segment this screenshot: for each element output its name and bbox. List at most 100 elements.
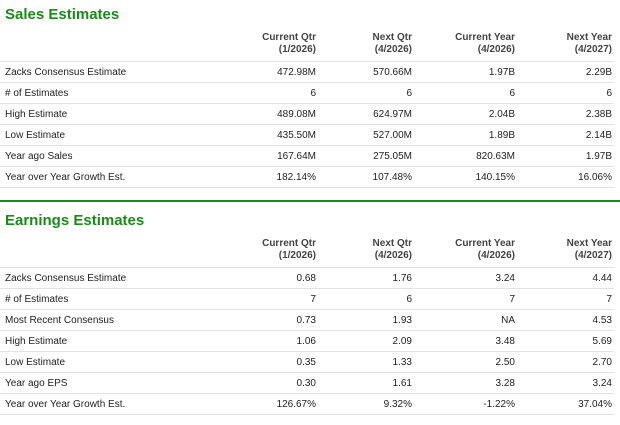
row-label: Year ago EPS — [0, 372, 230, 394]
table-row: Zacks Consensus Estimate 472.98M 570.66M 1.… — [0, 61, 614, 83]
row-label: Low Estimate — [0, 124, 230, 146]
table-row: # of Estimates 6 6 6 6 — [0, 82, 614, 104]
cell-value: 489.08M — [230, 103, 318, 125]
table-row: Year over Year Growth Est. 182.14% 107.48%… — [0, 166, 614, 188]
row-label: Year over Year Growth Est. — [0, 166, 230, 188]
section-divider — [0, 200, 620, 202]
column-header-label: Next Qtr — [372, 238, 412, 249]
column-header: Current Qtr (1/2026) — [230, 32, 318, 62]
cell-value: 275.05M — [318, 145, 414, 167]
column-header-label: Current Qtr — [262, 32, 316, 43]
earnings-estimates-table: Current Qtr (1/2026) Next Qtr (4/2026) Curre… — [0, 238, 614, 415]
cell-value: 435.50M — [230, 124, 318, 146]
cell-value: 1.93 — [318, 309, 414, 331]
header-row: Current Qtr (1/2026) Next Qtr (4/2026) Curre… — [0, 238, 614, 268]
cell-value: 4.44 — [517, 267, 614, 289]
cell-value: 1.89B — [414, 124, 517, 146]
cell-value: 7 — [414, 288, 517, 310]
cell-value: 2.09 — [318, 330, 414, 352]
cell-value: 472.98M — [230, 61, 318, 83]
cell-value: 4.53 — [517, 309, 614, 331]
header-blank — [0, 32, 230, 62]
table-row: Most Recent Consensus 0.73 1.93 NA 4.53 — [0, 309, 614, 331]
cell-value: 1.97B — [517, 145, 614, 167]
cell-value: 37.04% — [517, 393, 614, 415]
cell-value: 3.24 — [517, 372, 614, 394]
column-header: Next Qtr (4/2026) — [318, 238, 414, 268]
cell-value: 820.63M — [414, 145, 517, 167]
cell-value: 107.48% — [318, 166, 414, 188]
cell-value: 0.73 — [230, 309, 318, 331]
column-header: Next Year (4/2027) — [517, 238, 614, 268]
column-header: Current Qtr (1/2026) — [230, 238, 318, 268]
cell-value: 126.67% — [230, 393, 318, 415]
cell-value: 9.32% — [318, 393, 414, 415]
cell-value: 7 — [230, 288, 318, 310]
column-header-period: (4/2027) — [574, 44, 612, 55]
column-header-period: (1/2026) — [278, 250, 316, 261]
cell-value: NA — [414, 309, 517, 331]
cell-value: 3.28 — [414, 372, 517, 394]
column-header-label: Next Year — [566, 238, 612, 249]
column-header-label: Current Year — [455, 32, 515, 43]
column-header-label: Next Year — [566, 32, 612, 43]
cell-value: 1.33 — [318, 351, 414, 373]
cell-value: 1.61 — [318, 372, 414, 394]
table-row: High Estimate 1.06 2.09 3.48 5.69 — [0, 330, 614, 352]
cell-value: 6 — [230, 82, 318, 104]
cell-value: 7 — [517, 288, 614, 310]
column-header-period: (4/2027) — [574, 250, 612, 261]
cell-value: 624.97M — [318, 103, 414, 125]
cell-value: 0.68 — [230, 267, 318, 289]
row-label: Year over Year Growth Est. — [0, 393, 230, 415]
table-row: Year over Year Growth Est. 126.67% 9.32% -1… — [0, 393, 614, 415]
earnings-estimates-title: Earnings Estimates — [5, 212, 145, 229]
column-header-period: (4/2026) — [374, 250, 412, 261]
header-row: Current Qtr (1/2026) Next Qtr (4/2026) Curre… — [0, 32, 614, 62]
cell-value: 5.69 — [517, 330, 614, 352]
cell-value: 3.48 — [414, 330, 517, 352]
column-header-period: (1/2026) — [278, 44, 316, 55]
row-label: Zacks Consensus Estimate — [0, 61, 230, 83]
cell-value: 140.15% — [414, 166, 517, 188]
cell-value: 1.06 — [230, 330, 318, 352]
column-header: Current Year (4/2026) — [414, 32, 517, 62]
table-row: Year ago Sales 167.64M 275.05M 820.63M 1.97B — [0, 145, 614, 167]
cell-value: 1.97B — [414, 61, 517, 83]
cell-value: 167.64M — [230, 145, 318, 167]
cell-value: 570.66M — [318, 61, 414, 83]
sales-estimates-title: Sales Estimates — [5, 6, 120, 23]
cell-value: -1.22% — [414, 393, 517, 415]
row-label: Most Recent Consensus — [0, 309, 230, 331]
cell-value: 0.35 — [230, 351, 318, 373]
row-label: High Estimate — [0, 330, 230, 352]
cell-value: 6 — [318, 288, 414, 310]
column-header-label: Next Qtr — [372, 32, 412, 43]
cell-value: 0.30 — [230, 372, 318, 394]
cell-value: 16.06% — [517, 166, 614, 188]
cell-value: 2.70 — [517, 351, 614, 373]
column-header: Current Year (4/2026) — [414, 238, 517, 268]
cell-value: 2.38B — [517, 103, 614, 125]
cell-value: 527.00M — [318, 124, 414, 146]
table-row: High Estimate 489.08M 624.97M 2.04B 2.38B — [0, 103, 614, 125]
row-label: Low Estimate — [0, 351, 230, 373]
row-label: Year ago Sales — [0, 145, 230, 167]
cell-value: 182.14% — [230, 166, 318, 188]
row-label: Zacks Consensus Estimate — [0, 267, 230, 289]
column-header-period: (4/2026) — [477, 250, 515, 261]
cell-value: 6 — [517, 82, 614, 104]
row-label: # of Estimates — [0, 288, 230, 310]
sales-estimates-table: Current Qtr (1/2026) Next Qtr (4/2026) Curre… — [0, 32, 614, 188]
cell-value: 2.29B — [517, 61, 614, 83]
cell-value: 6 — [318, 82, 414, 104]
table-row: Low Estimate 0.35 1.33 2.50 2.70 — [0, 351, 614, 373]
cell-value: 2.14B — [517, 124, 614, 146]
table-row: Low Estimate 435.50M 527.00M 1.89B 2.14B — [0, 124, 614, 146]
table-row: # of Estimates 7 6 7 7 — [0, 288, 614, 310]
table-row: Year ago EPS 0.30 1.61 3.28 3.24 — [0, 372, 614, 394]
column-header-period: (4/2026) — [477, 44, 515, 55]
row-label: High Estimate — [0, 103, 230, 125]
table-row: Zacks Consensus Estimate 0.68 1.76 3.24 4.44 — [0, 267, 614, 289]
cell-value: 2.50 — [414, 351, 517, 373]
